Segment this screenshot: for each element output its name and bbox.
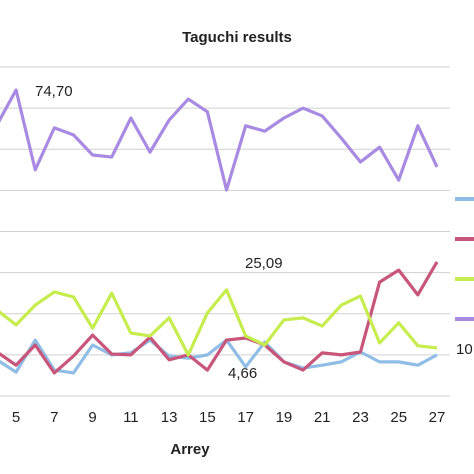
annotation: 4,66 <box>228 365 257 382</box>
x-tick-label: 7 <box>50 409 58 426</box>
annotation: 25,09 <box>245 255 283 272</box>
x-tick-label: 15 <box>199 409 216 426</box>
chart-title: Taguchi results <box>182 29 292 46</box>
x-tick-label: 23 <box>352 409 369 426</box>
x-tick-label: 13 <box>161 409 178 426</box>
x-tick-label: 25 <box>390 409 407 426</box>
series-line <box>0 88 439 192</box>
series-line <box>0 338 438 375</box>
annotation: 74,70 <box>35 83 73 100</box>
x-axis-label: Arrey <box>170 441 210 458</box>
x-tick-label: 9 <box>88 409 96 426</box>
x-tick-label: 21 <box>314 409 331 426</box>
annotation: 10 <box>456 341 473 358</box>
x-tick-label: 11 <box>123 409 139 426</box>
x-tick-label: 27 <box>429 409 446 426</box>
series-line <box>0 261 439 375</box>
x-tick-label: 19 <box>276 409 293 426</box>
series-line <box>0 288 438 357</box>
x-tick-label: 5 <box>12 409 20 426</box>
x-tick-label: 17 <box>237 409 254 426</box>
